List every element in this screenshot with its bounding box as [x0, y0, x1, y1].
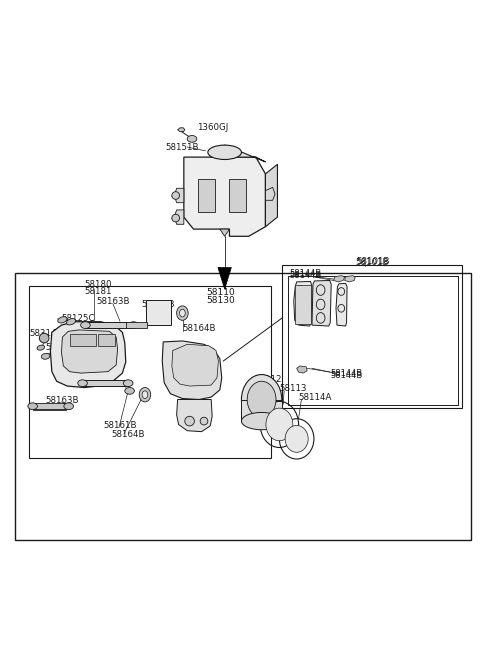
Bar [29, 286, 271, 458]
Text: 58181: 58181 [84, 288, 111, 297]
Text: 58163B: 58163B [46, 396, 79, 405]
Bar [70, 334, 96, 346]
Text: 58163B: 58163B [96, 297, 130, 306]
Polygon shape [265, 164, 277, 227]
Bar [33, 404, 66, 410]
Polygon shape [178, 128, 185, 132]
Polygon shape [345, 276, 355, 282]
Polygon shape [312, 280, 331, 326]
Polygon shape [294, 282, 312, 326]
Polygon shape [336, 284, 347, 326]
Bar [282, 265, 462, 408]
Circle shape [185, 417, 194, 426]
Ellipse shape [41, 353, 50, 359]
Text: 58151B: 58151B [166, 143, 199, 151]
Ellipse shape [177, 306, 188, 320]
Ellipse shape [247, 381, 276, 418]
Text: 58144B: 58144B [330, 369, 362, 377]
Text: 58162B: 58162B [142, 300, 175, 309]
Ellipse shape [285, 425, 308, 453]
Ellipse shape [28, 403, 37, 409]
Ellipse shape [78, 380, 87, 386]
Polygon shape [50, 322, 126, 388]
Text: 58125F: 58125F [46, 343, 78, 352]
Circle shape [172, 214, 180, 222]
Text: 58130: 58130 [206, 296, 235, 305]
Ellipse shape [266, 408, 293, 441]
Ellipse shape [241, 413, 282, 430]
Bar [126, 322, 147, 328]
Bar [98, 334, 115, 346]
Text: 58110: 58110 [206, 288, 235, 297]
Ellipse shape [139, 388, 151, 402]
Text: 58144B: 58144B [289, 269, 322, 278]
Bar [85, 322, 133, 328]
Polygon shape [177, 400, 212, 432]
Ellipse shape [123, 380, 133, 386]
Ellipse shape [37, 345, 45, 350]
Text: 58112: 58112 [254, 375, 282, 384]
Text: 58114A: 58114A [299, 392, 332, 402]
Text: 58180: 58180 [84, 280, 111, 289]
Bar [15, 273, 471, 540]
Circle shape [39, 333, 49, 343]
Text: 58113: 58113 [279, 384, 307, 394]
Text: 58164B: 58164B [111, 430, 145, 439]
Text: 58101B: 58101B [356, 257, 390, 266]
Text: 58164B: 58164B [182, 324, 216, 333]
Polygon shape [172, 345, 218, 386]
Text: 58161B: 58161B [103, 421, 137, 430]
Polygon shape [198, 179, 215, 212]
Ellipse shape [125, 388, 134, 394]
Ellipse shape [180, 309, 185, 317]
Bar [295, 286, 311, 324]
Bar [288, 276, 458, 405]
Ellipse shape [81, 322, 90, 328]
Polygon shape [265, 187, 275, 200]
Text: 58101B: 58101B [355, 258, 389, 267]
Text: 1360GJ: 1360GJ [197, 123, 228, 132]
Polygon shape [174, 210, 184, 224]
Ellipse shape [142, 391, 148, 398]
Polygon shape [334, 276, 345, 282]
Polygon shape [241, 400, 282, 421]
Ellipse shape [187, 136, 197, 142]
Polygon shape [297, 366, 307, 373]
Text: 58144B: 58144B [330, 371, 362, 380]
Polygon shape [162, 341, 222, 400]
Ellipse shape [129, 322, 138, 328]
Ellipse shape [64, 403, 73, 409]
Bar [33, 403, 69, 409]
Bar [146, 300, 171, 325]
Polygon shape [218, 267, 231, 289]
Bar [83, 380, 128, 386]
Polygon shape [229, 179, 246, 212]
Polygon shape [210, 145, 265, 162]
Text: 58125C: 58125C [61, 314, 95, 324]
Ellipse shape [208, 145, 241, 160]
Ellipse shape [66, 318, 76, 325]
Circle shape [200, 417, 208, 425]
Circle shape [172, 192, 180, 199]
Ellipse shape [241, 375, 282, 424]
Ellipse shape [58, 316, 67, 323]
Polygon shape [184, 157, 265, 236]
Polygon shape [61, 330, 118, 373]
Text: 58144B: 58144B [289, 271, 322, 280]
Text: 58314: 58314 [30, 329, 57, 338]
Polygon shape [220, 229, 229, 236]
Polygon shape [174, 188, 184, 202]
